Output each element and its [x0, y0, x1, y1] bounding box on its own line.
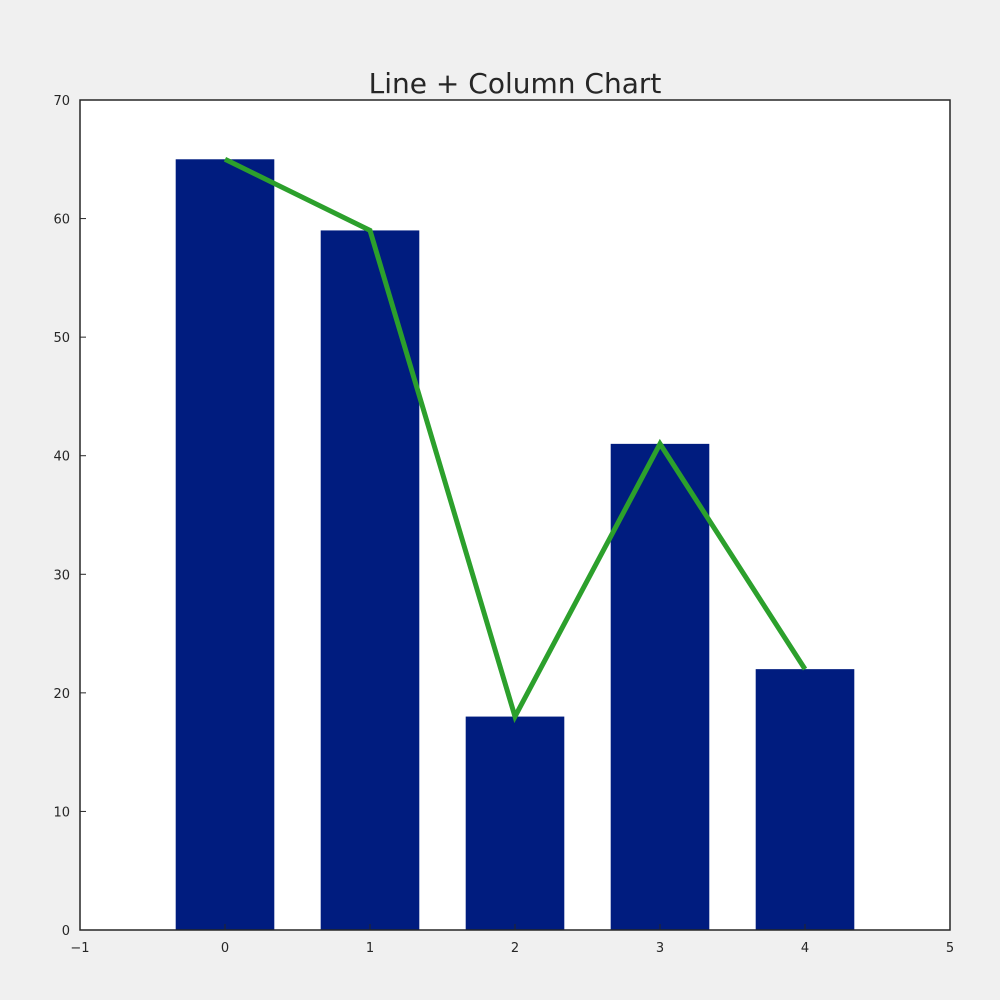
- bar-0: [176, 159, 275, 930]
- bar-4: [756, 669, 855, 930]
- y-tick-label: 40: [53, 450, 70, 465]
- y-tick-label: 30: [53, 568, 70, 583]
- bar-1: [321, 230, 420, 930]
- x-tick-label: 5: [946, 941, 954, 956]
- y-tick-label: 70: [53, 94, 70, 109]
- bar-2: [466, 717, 565, 930]
- y-tick-label: 50: [53, 331, 70, 346]
- x-tick-label: −1: [70, 941, 89, 956]
- x-tick-label: 4: [801, 941, 809, 956]
- y-tick-label: 20: [53, 687, 70, 702]
- y-tick-label: 60: [53, 213, 70, 228]
- x-tick-label: 0: [221, 941, 229, 956]
- y-tick-label: 10: [53, 805, 70, 820]
- x-tick-label: 2: [511, 941, 519, 956]
- y-tick-label: 0: [62, 924, 70, 939]
- x-tick-label: 3: [656, 941, 664, 956]
- x-tick-label: 1: [366, 941, 374, 956]
- chart-title: Line + Column Chart: [369, 67, 662, 100]
- bar-3: [611, 444, 710, 930]
